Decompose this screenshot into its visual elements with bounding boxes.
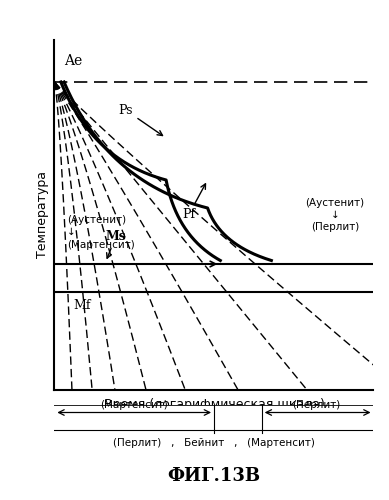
Text: Ae: Ae	[64, 54, 82, 68]
Text: (Мартенсит): (Мартенсит)	[100, 400, 168, 410]
Text: Mf: Mf	[74, 299, 91, 312]
Text: (Аустенит)
↓
(Мартенсит): (Аустенит) ↓ (Мартенсит)	[67, 215, 135, 250]
Text: Pf: Pf	[182, 184, 205, 222]
Text: (Перлит): (Перлит)	[292, 400, 340, 410]
Text: ФИГ.13В: ФИГ.13В	[167, 467, 261, 485]
Text: (Перлит)   ,   Бейнит   ,   (Мартенсит): (Перлит) , Бейнит , (Мартенсит)	[113, 438, 315, 448]
X-axis label: Время (логарифмическая шкала): Время (логарифмическая шкала)	[103, 398, 324, 411]
Y-axis label: Температура: Температура	[36, 172, 49, 258]
Text: Ms: Ms	[105, 230, 126, 258]
Text: Ps: Ps	[118, 104, 163, 136]
Text: (Аустенит)
↓
(Перлит): (Аустенит) ↓ (Перлит)	[306, 198, 365, 232]
